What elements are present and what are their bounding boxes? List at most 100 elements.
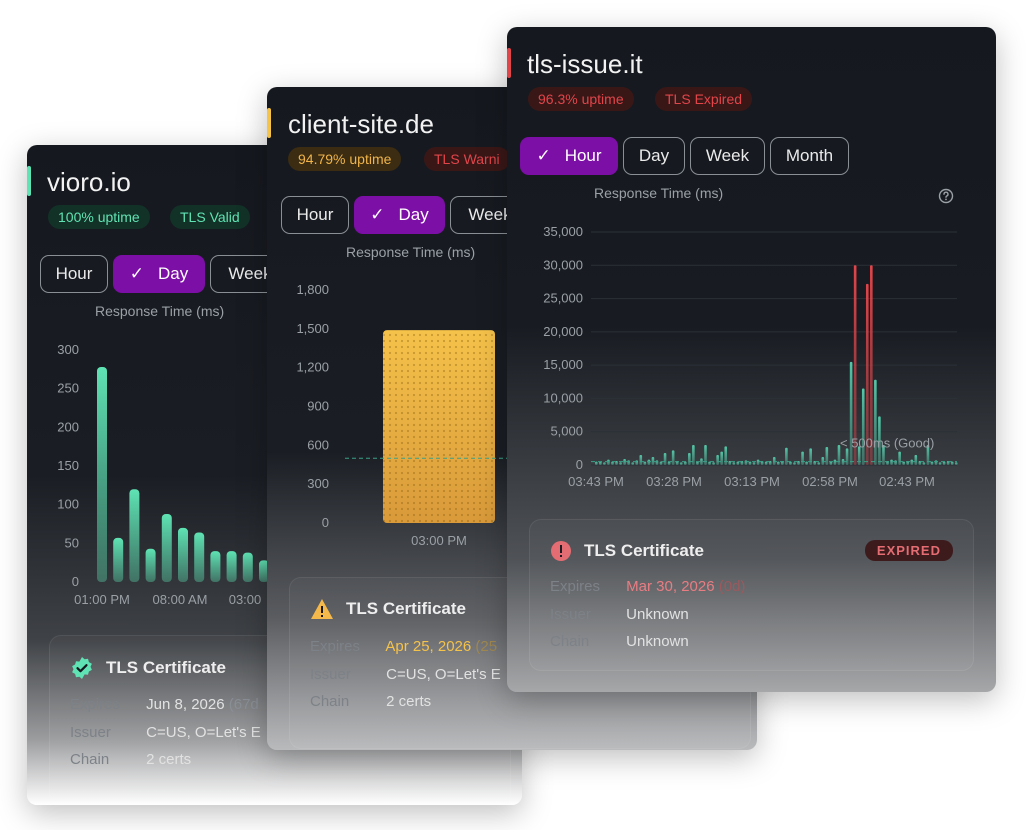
response-bar: [663, 453, 667, 465]
tab-label: Week: [228, 264, 272, 283]
check-icon: ✓: [370, 205, 385, 224]
cert-issuer-row: Issuer C=US, O=Let's E: [310, 666, 501, 683]
time-range-tabs: Hour ✓ Day Week: [40, 255, 290, 293]
response-bar: [914, 455, 918, 465]
expires-note: (67d: [228, 696, 259, 713]
error-circle-icon: [551, 541, 571, 561]
response-bar: [659, 461, 663, 465]
y-tick-label: 100: [57, 497, 79, 512]
tab-day[interactable]: Day: [623, 137, 685, 175]
y-tick-label: 20,000: [543, 324, 583, 339]
response-bar: [679, 462, 683, 465]
issuer-label: Issuer: [70, 724, 111, 741]
chart-title: Response Time (ms): [346, 244, 476, 260]
tab-label: Day: [398, 205, 429, 224]
cert-title: TLS Certificate: [106, 658, 226, 677]
alert-bar: [865, 283, 869, 465]
response-bar: [712, 462, 715, 465]
expired-badge: EXPIRED: [864, 540, 953, 561]
alert-bar: [870, 265, 873, 465]
response-bar: [696, 461, 699, 465]
response-bar: [898, 451, 901, 465]
response-bar: [926, 445, 930, 465]
tab-hour[interactable]: Hour: [40, 255, 108, 293]
tab-hour[interactable]: Hour: [281, 196, 349, 234]
response-bar: [683, 461, 687, 465]
cert-chain-row: Chain 2 certs: [70, 751, 191, 768]
response-bar: [890, 459, 893, 465]
response-bar: [692, 445, 695, 465]
time-range-tabs: ✓ Hour Day Week Month: [520, 137, 849, 175]
tab-month[interactable]: Month: [770, 137, 849, 175]
expires-value: Mar 30, 2026: [626, 578, 715, 595]
cert-expires-row: Expires Apr 25, 2026 (25: [310, 638, 497, 655]
tab-label: Week: [705, 146, 750, 165]
response-bar: [785, 447, 788, 465]
x-tick-label: 03:00: [229, 592, 262, 607]
expires-note: (25: [475, 638, 498, 655]
response-bar: [878, 416, 881, 465]
cert-chain-row: Chain Unknown: [550, 633, 689, 650]
y-tick-label: 900: [307, 399, 329, 414]
check-icon: ✓: [536, 146, 551, 165]
warning-triangle-icon: [311, 599, 333, 619]
response-bar: [809, 448, 812, 465]
uptime-badge: 94.79% uptime: [288, 147, 402, 171]
tab-day[interactable]: ✓ Day: [354, 196, 445, 234]
expires-note: (0d): [718, 578, 746, 595]
y-tick-label: 1,800: [296, 282, 329, 297]
response-bar: [242, 552, 253, 582]
monitor-card-tls-issue: tls-issue.it 96.3% uptime TLS Expired ✓ H…: [507, 27, 996, 692]
response-bar: [821, 457, 825, 465]
tab-day[interactable]: ✓ Day: [113, 255, 205, 293]
cert-title: TLS Certificate: [346, 599, 466, 618]
tls-status-badge: TLS Expired: [655, 87, 753, 111]
response-bar: [599, 461, 602, 465]
response-bar: [595, 461, 598, 465]
tls-certificate-panel: TLS Certificate EXPIRED Expires Mar 30, …: [529, 519, 974, 671]
response-bar: [744, 460, 748, 465]
uptime-badge: 100% uptime: [48, 205, 150, 229]
response-bar: [607, 459, 610, 465]
x-tick-label: 02:58 PM: [802, 474, 858, 489]
response-bar: [210, 551, 221, 582]
response-bar: [801, 451, 804, 465]
response-bar: [716, 455, 719, 465]
chain-value: 2 certs: [386, 693, 432, 710]
response-bar: [829, 461, 833, 465]
chain-label: Chain: [70, 751, 110, 768]
tab-hour[interactable]: ✓ Hour: [520, 137, 618, 175]
tab-label: Hour: [296, 205, 334, 224]
response-bar: [793, 462, 796, 465]
response-bar: [688, 453, 691, 465]
site-title: client-site.de: [288, 109, 434, 139]
response-bar: [631, 462, 634, 465]
response-bar: [178, 527, 188, 582]
status-accent-bar: [27, 166, 31, 196]
response-bar: [724, 446, 728, 465]
response-bar: [772, 457, 776, 465]
response-time-chart: 0 5,000 10,000 15,000 20,000 25,000 30,000 35,0…: [543, 224, 958, 489]
cert-chain-row: Chain 2 certs: [310, 693, 431, 710]
tab-label: Month: [785, 146, 834, 165]
response-bar: [930, 461, 934, 465]
issuer-label: Issuer: [550, 606, 591, 623]
response-time-chart: 0 50 100 150 200 250 300 01:00 PM 08:00 AM 03:00: [57, 342, 269, 607]
x-tick-label: 03:00 PM: [411, 533, 467, 548]
chain-label: Chain: [310, 693, 350, 710]
response-bar: [635, 460, 639, 465]
time-range-tabs: Hour ✓ Day Week: [281, 196, 530, 234]
tab-week[interactable]: Week: [690, 137, 765, 175]
chart-title: Response Time (ms): [594, 185, 724, 201]
response-bar: [97, 367, 107, 582]
response-bar: [938, 462, 942, 465]
cert-title: TLS Certificate: [584, 541, 704, 560]
response-bar: [639, 455, 643, 465]
response-bar: [161, 513, 172, 582]
response-bar: [728, 461, 732, 465]
response-bar: [113, 537, 124, 582]
help-icon[interactable]: [938, 188, 954, 204]
response-bar: [922, 462, 926, 465]
response-bar: [894, 460, 897, 465]
y-tick-label: 15,000: [543, 357, 583, 372]
